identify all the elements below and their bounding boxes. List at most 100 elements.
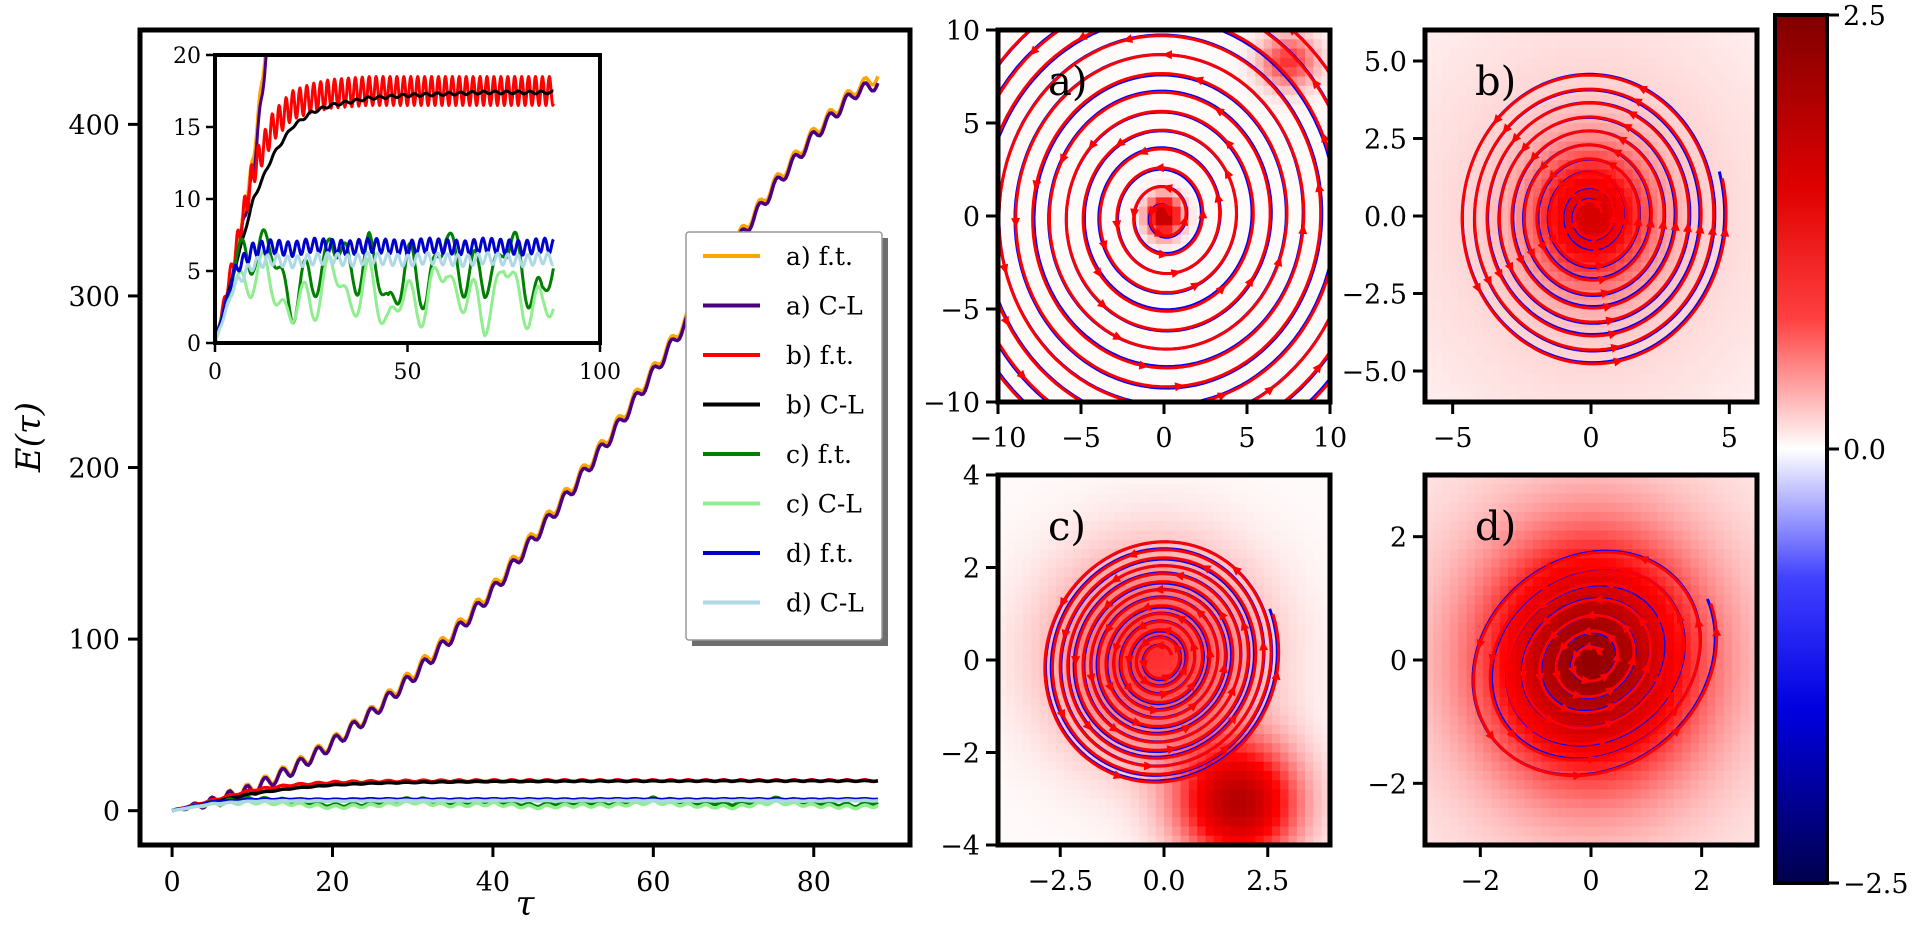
- heatmap-cell: [1467, 300, 1476, 310]
- heatmap-cell: [1732, 374, 1741, 384]
- heatmap-cell: [1247, 95, 1256, 105]
- heatmap-cell: [1015, 281, 1024, 291]
- heatmap-cell: [1048, 808, 1057, 818]
- heatmap-cell: [1297, 780, 1306, 790]
- heatmap-cell: [1272, 577, 1281, 587]
- heatmap-cell: [1006, 558, 1015, 568]
- heatmap-cell: [1724, 95, 1733, 105]
- heatmap-cell: [1666, 58, 1675, 68]
- heatmap-cell: [1089, 494, 1098, 504]
- heatmap-cell: [1599, 216, 1608, 226]
- heatmap-cell: [1172, 374, 1181, 384]
- heatmap-cell: [1707, 318, 1716, 328]
- heatmap-cell: [1305, 216, 1314, 226]
- heatmap-cell: [1255, 383, 1264, 393]
- heatmap-cell: [1131, 512, 1140, 522]
- heatmap-cell: [1040, 484, 1049, 494]
- heatmap-cell: [1164, 503, 1173, 513]
- heatmap-cell: [1707, 104, 1716, 114]
- heatmap-cell: [1724, 132, 1733, 142]
- heatmap-cell: [1599, 374, 1608, 384]
- heatmap-cell: [1247, 790, 1256, 800]
- heatmap-cell: [1682, 328, 1691, 338]
- heatmap-cell: [1098, 253, 1107, 263]
- heatmap-cell: [1280, 669, 1289, 679]
- heatmap-cell: [1123, 309, 1132, 319]
- heatmap-cell: [1732, 142, 1741, 152]
- heatmap-cell: [1023, 216, 1032, 226]
- heatmap-cell: [1467, 39, 1476, 49]
- heatmap-cell: [1491, 188, 1500, 198]
- heatmap-cell: [1707, 365, 1716, 375]
- heatmap-cell: [1740, 365, 1749, 375]
- heatmap-cell: [1732, 365, 1741, 375]
- heatmap-cell: [1214, 170, 1223, 180]
- heatmap-cell: [1023, 39, 1032, 49]
- panel-y-tick-label: −2.5: [1341, 280, 1407, 311]
- legend: a) f.t.a) C-Lb) f.t.b) C-Lc) f.t.c) C-Ld…: [686, 232, 888, 646]
- heatmap-cell: [1006, 577, 1015, 587]
- heatmap-cell: [1666, 67, 1675, 77]
- heatmap-cell: [1272, 235, 1281, 245]
- heatmap-cell: [1031, 549, 1040, 559]
- heatmap-cell: [1073, 827, 1082, 837]
- heatmap-cell: [1189, 503, 1198, 513]
- heatmap-cell: [1156, 660, 1165, 670]
- heatmap-cell: [1289, 503, 1298, 513]
- heatmap-cell: [1098, 799, 1107, 809]
- legend-entry-label: b) f.t.: [786, 341, 854, 370]
- heatmap-cell: [1056, 808, 1065, 818]
- heatmap-cell: [1048, 577, 1057, 587]
- heatmap-cell: [1624, 49, 1633, 59]
- heatmap-cell: [1131, 160, 1140, 170]
- heatmap-cell: [1123, 197, 1132, 207]
- panel-x-tick-label: 0: [1582, 423, 1599, 454]
- heatmap-cell: [1280, 716, 1289, 726]
- heatmap-cell: [1633, 365, 1642, 375]
- heatmap-cell: [1297, 799, 1306, 809]
- heatmap-cell: [1131, 808, 1140, 818]
- heatmap-cell: [1114, 817, 1123, 827]
- heatmap-cell: [1131, 123, 1140, 133]
- heatmap-cell: [1433, 383, 1442, 393]
- heatmap-cell: [1305, 771, 1314, 781]
- heatmap-cell: [1023, 697, 1032, 707]
- heatmap-cell: [1616, 207, 1625, 217]
- heatmap-cell: [1023, 300, 1032, 310]
- heatmap-cell: [1255, 503, 1264, 513]
- heatmap-cell: [1197, 780, 1206, 790]
- heatmap-cell: [1040, 235, 1049, 245]
- heatmap-cell: [1666, 383, 1675, 393]
- heatmap-cell: [1247, 808, 1256, 818]
- heatmap-cell: [1247, 817, 1256, 827]
- heatmap-cell: [1289, 512, 1298, 522]
- heatmap-cell: [1289, 531, 1298, 541]
- heatmap-cell: [1023, 651, 1032, 661]
- heatmap-cell: [1023, 817, 1032, 827]
- heatmap-cell: [1297, 540, 1306, 550]
- heatmap-cell: [1189, 290, 1198, 300]
- heatmap-cell: [1574, 309, 1583, 319]
- heatmap-cell: [1483, 328, 1492, 338]
- heatmap-cell: [1691, 337, 1700, 347]
- heatmap-cell: [1015, 586, 1024, 596]
- heatmap-cell: [1181, 817, 1190, 827]
- heatmap-cell: [1015, 762, 1024, 772]
- heatmap-cell: [1255, 780, 1264, 790]
- heatmap-cell: [1674, 365, 1683, 375]
- heatmap-cell: [1272, 179, 1281, 189]
- heatmap-cell: [1015, 706, 1024, 716]
- heatmap-cell: [1272, 799, 1281, 809]
- heatmap-cell: [1583, 253, 1592, 263]
- inset-y-tick-label: 5: [187, 260, 201, 285]
- heatmap-cell: [1458, 281, 1467, 291]
- heatmap-cell: [1156, 494, 1165, 504]
- heatmap-cell: [1641, 290, 1650, 300]
- heatmap-cell: [1222, 216, 1231, 226]
- heatmap-cell: [1280, 632, 1289, 642]
- heatmap-cell: [1516, 356, 1525, 366]
- heatmap-cell: [1272, 706, 1281, 716]
- heatmap-cell: [1239, 817, 1248, 827]
- heatmap-cell: [1724, 374, 1733, 384]
- heatmap-cell: [1433, 188, 1442, 198]
